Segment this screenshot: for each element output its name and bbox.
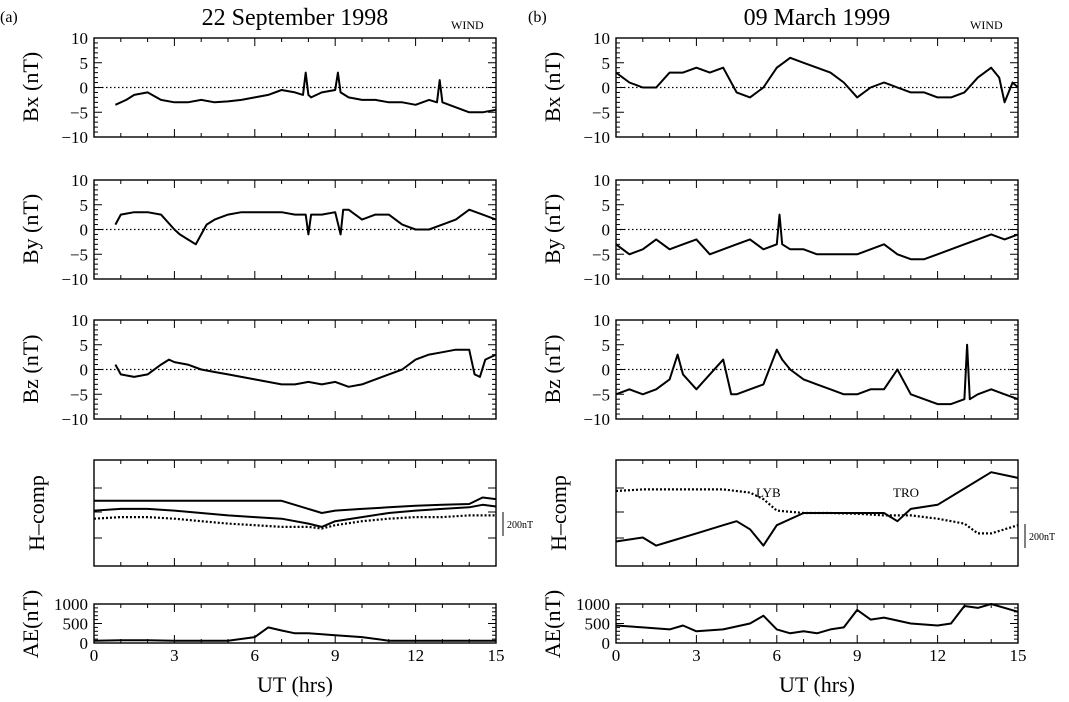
b-ae-xtick-label: 0 bbox=[612, 646, 621, 665]
b-ae-xtick-label: 15 bbox=[1010, 646, 1027, 665]
b-by-ylabel: By (nT) bbox=[540, 194, 565, 264]
b-by-ytick-label: −10 bbox=[583, 270, 610, 289]
b-bx-ytick-label: 10 bbox=[593, 29, 610, 48]
plot-area: −10 −5 0 5 10 −10 −5 0 5 10 −10 −5 0 5 10 −10 −5 0 5 10 −10 −… bbox=[54, 29, 1027, 665]
a-ae-ytick-label: 1000 bbox=[54, 595, 88, 614]
a-bz-ytick-label: 5 bbox=[80, 336, 89, 355]
a-hcomp-ylabel: H–comp bbox=[24, 475, 49, 551]
a-bx-ytick-label: 0 bbox=[80, 79, 89, 98]
b-ae-series-1 bbox=[615, 603, 1019, 635]
b-bz-ytick-label: −5 bbox=[592, 385, 610, 404]
a-by-series-1 bbox=[114, 208, 497, 246]
a-ae-ylabel: AE(nT) bbox=[18, 590, 43, 658]
a-ae-series-1 bbox=[93, 626, 496, 642]
b-bz-series-1 bbox=[615, 343, 1019, 406]
b-by-ytick-label: 5 bbox=[602, 196, 611, 215]
a-ae-ytick-label: 0 bbox=[80, 634, 89, 653]
b-by-series-1 bbox=[615, 213, 1019, 261]
b-bz-ytick-label: 10 bbox=[593, 311, 610, 330]
panel-a-title: 22 September 1998 bbox=[202, 5, 389, 31]
b-by-ytick-label: 10 bbox=[593, 171, 610, 190]
a-bz-ytick-label: −10 bbox=[61, 410, 88, 429]
b-ae-ylabel: AE(nT) bbox=[540, 590, 565, 658]
a-ae-xtick-label: 0 bbox=[90, 646, 99, 665]
b-h-comp-series-tro bbox=[615, 471, 1019, 547]
b-bx-ytick-label: −5 bbox=[592, 103, 610, 122]
b-h-comp-series-lyb bbox=[615, 488, 1019, 535]
b-ae-ytick-label: 1000 bbox=[576, 595, 610, 614]
a-ae-xtick-label: 6 bbox=[251, 646, 260, 665]
panel-b-xlabel: UT (hrs) bbox=[779, 672, 855, 697]
a-ae-frame bbox=[93, 603, 497, 644]
a-bz-series-1 bbox=[114, 348, 497, 388]
b-bz-ytick-label: 0 bbox=[602, 361, 611, 380]
b-ae-xtick-label: 3 bbox=[692, 646, 701, 665]
panel-b-title: 09 March 1999 bbox=[744, 5, 891, 31]
a-by-ytick-label: −10 bbox=[61, 270, 88, 289]
a-h-comp-frame bbox=[93, 459, 497, 567]
a-h-comp-series-1 bbox=[94, 496, 497, 514]
b-bx-ytick-label: −10 bbox=[583, 128, 610, 147]
a-by-ytick-label: 0 bbox=[80, 221, 89, 240]
a-by-ylabel: By (nT) bbox=[18, 194, 43, 264]
b-ae-xtick-label: 9 bbox=[853, 646, 862, 665]
a-bx-ylabel: Bx (nT) bbox=[18, 52, 43, 122]
panel-a-source: WIND bbox=[451, 18, 484, 32]
b-hcomp-ylabel: H–comp bbox=[546, 475, 571, 551]
a-bz-ylabel: Bz (nT) bbox=[18, 334, 43, 403]
b-ae-xtick-label: 12 bbox=[929, 646, 946, 665]
panel-b-label: (b) bbox=[528, 9, 547, 26]
b-ae-xtick-label: 6 bbox=[773, 646, 782, 665]
annotation-tro: TRO bbox=[893, 485, 919, 500]
a-bx-ytick-label: 10 bbox=[71, 29, 88, 48]
a-by-ytick-label: −5 bbox=[70, 245, 88, 264]
b-bx-ylabel: Bx (nT) bbox=[540, 52, 565, 122]
a-bx-series-1 bbox=[114, 71, 497, 114]
panel-a-xlabel: UT (hrs) bbox=[257, 672, 333, 697]
a-ae-xtick-label: 15 bbox=[488, 646, 505, 665]
a-by-ytick-label: 10 bbox=[71, 171, 88, 190]
annotation-lyb: LYB bbox=[756, 485, 781, 500]
a-ae-xtick-label: 3 bbox=[170, 646, 179, 665]
a-bx-ytick-label: −10 bbox=[61, 128, 88, 147]
b-bx-series-1 bbox=[615, 56, 1019, 104]
b-ae-ytick-label: 0 bbox=[602, 634, 611, 653]
a-scale-bar-label: 200nT bbox=[507, 520, 533, 531]
b-bx-ytick-label: 0 bbox=[602, 79, 611, 98]
a-ae-xtick-label: 9 bbox=[331, 646, 340, 665]
b-bz-ytick-label: −10 bbox=[583, 410, 610, 429]
b-ae-ytick-label: 500 bbox=[585, 615, 611, 634]
a-ae-ytick-label: 500 bbox=[63, 615, 89, 634]
b-h-comp-frame bbox=[615, 459, 1019, 567]
b-bx-ytick-label: 5 bbox=[602, 54, 611, 73]
a-bx-ytick-label: 5 bbox=[80, 54, 89, 73]
a-by-ytick-label: 5 bbox=[80, 196, 89, 215]
b-by-ytick-label: −5 bbox=[592, 245, 610, 264]
a-bz-ytick-label: 10 bbox=[71, 311, 88, 330]
b-ae-frame bbox=[615, 603, 1019, 644]
b-bz-ylabel: Bz (nT) bbox=[540, 334, 565, 403]
b-scale-bar-label: 200nT bbox=[1029, 532, 1055, 543]
panel-b-source: WIND bbox=[970, 18, 1003, 32]
a-ae-xtick-label: 12 bbox=[407, 646, 424, 665]
a-bx-ytick-label: −5 bbox=[70, 103, 88, 122]
a-h-comp-series-2 bbox=[93, 503, 497, 528]
b-by-ytick-label: 0 bbox=[602, 221, 611, 240]
b-bz-ytick-label: 5 bbox=[602, 336, 611, 355]
a-bz-ytick-label: 0 bbox=[80, 361, 89, 380]
a-bz-ytick-label: −5 bbox=[70, 385, 88, 404]
panel-a-label: (a) bbox=[0, 9, 18, 26]
